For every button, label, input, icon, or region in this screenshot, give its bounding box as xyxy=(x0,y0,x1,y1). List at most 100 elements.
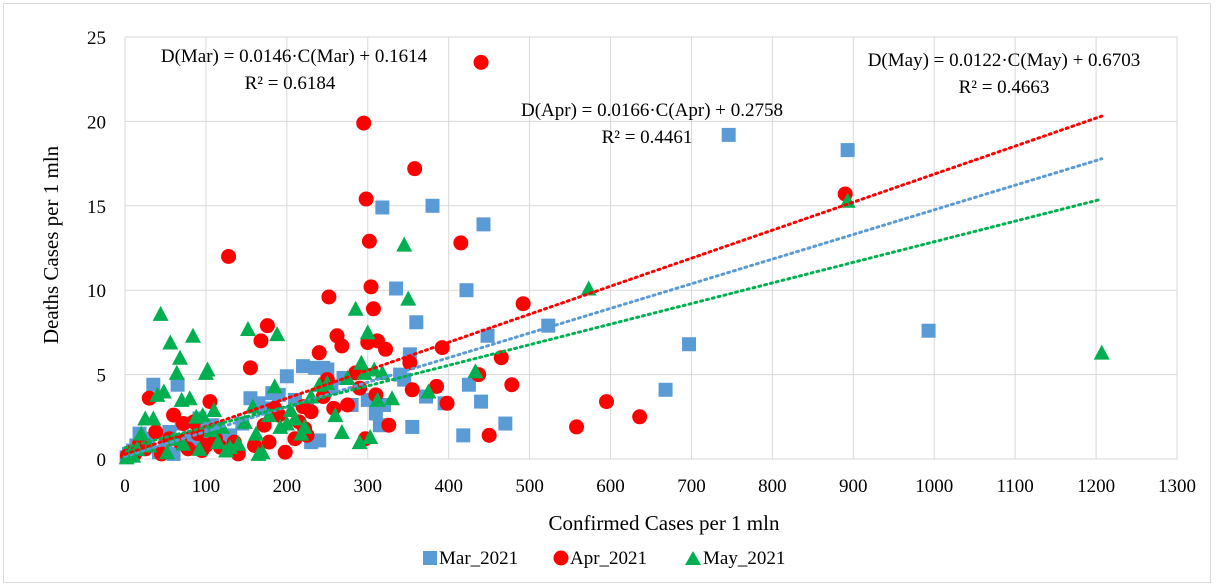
data-point-may xyxy=(396,236,413,252)
data-point-may xyxy=(236,413,253,429)
data-point-mar xyxy=(312,433,327,448)
legend-marker-may xyxy=(685,551,701,565)
data-point-mar xyxy=(840,143,855,158)
data-point-may xyxy=(194,407,211,423)
may-equation: D(May) = 0.0122·C(May) + 0.6703 xyxy=(868,50,1141,71)
data-point-apr xyxy=(259,318,275,334)
data-point-apr xyxy=(481,427,497,443)
data-point-mar xyxy=(658,382,673,397)
data-point-mar xyxy=(459,283,474,298)
data-point-apr xyxy=(473,54,489,70)
data-point-may xyxy=(384,390,401,406)
data-point-apr xyxy=(378,341,394,357)
data-point-mar xyxy=(461,377,476,392)
x-tick-label: 0 xyxy=(120,476,130,497)
data-point-apr xyxy=(334,338,350,354)
data-point-may xyxy=(155,383,172,399)
data-point-may xyxy=(327,407,344,423)
chart-frame xyxy=(3,3,1211,583)
data-point-may xyxy=(254,444,271,460)
x-tick-label: 1200 xyxy=(1077,476,1115,497)
x-tick-label: 800 xyxy=(758,476,787,497)
series-Mar_2021 xyxy=(119,127,936,465)
series-May_2021 xyxy=(118,192,1110,465)
data-point-may xyxy=(199,361,216,377)
trendlines xyxy=(123,114,1104,458)
data-point-may xyxy=(210,434,227,450)
data-point-apr xyxy=(221,248,237,264)
data-point-may xyxy=(261,407,278,423)
data-point-apr xyxy=(504,377,520,393)
may-r-squared: R² = 0.4663 xyxy=(959,77,1050,98)
mar-equation: D(Mar) = 0.0146·C(Mar) + 0.1614 xyxy=(161,46,428,67)
data-point-apr xyxy=(404,382,420,398)
data-point-apr xyxy=(632,409,648,425)
data-point-apr xyxy=(148,424,164,440)
y-tick-label: 10 xyxy=(87,281,106,302)
data-point-may xyxy=(184,327,201,343)
data-point-apr xyxy=(242,360,258,376)
legend: Mar_2021 Apr_2021 May_2021 xyxy=(423,548,785,569)
data-point-mar xyxy=(476,217,491,232)
data-point-mar xyxy=(921,323,936,338)
x-tick-label: 700 xyxy=(677,476,706,497)
data-point-apr xyxy=(356,115,372,131)
data-point-mar xyxy=(389,281,404,296)
data-point-may xyxy=(191,440,208,456)
data-point-may xyxy=(248,425,265,441)
data-point-may xyxy=(230,435,247,451)
data-point-apr xyxy=(515,296,531,312)
data-point-may xyxy=(162,334,179,350)
data-point-mar xyxy=(279,369,294,384)
y-tick-label: 25 xyxy=(87,28,106,49)
data-point-may xyxy=(467,363,484,379)
data-point-apr xyxy=(402,355,418,371)
data-point-may xyxy=(286,410,303,426)
data-point-may xyxy=(1093,344,1110,360)
y-tick-label: 5 xyxy=(97,366,107,387)
y-axis-title: Deaths Cases per 1 mln xyxy=(39,145,63,344)
data-point-mar xyxy=(405,419,420,434)
data-point-mar xyxy=(541,318,556,333)
data-point-apr xyxy=(166,407,182,423)
y-tick-label: 0 xyxy=(97,450,107,471)
data-point-may xyxy=(133,425,150,441)
data-point-apr xyxy=(311,345,327,361)
data-point-apr xyxy=(321,289,337,305)
gridlines xyxy=(124,36,1178,460)
data-point-apr xyxy=(261,434,277,450)
x-tick-label: 1300 xyxy=(1158,476,1196,497)
trendline-Apr_2021 xyxy=(123,114,1104,456)
data-point-apr xyxy=(365,301,381,317)
x-axis-ticks: 0 100 200 300 400 500 600 700 800 900 1000 1100 1200… xyxy=(120,476,1196,497)
data-point-apr xyxy=(434,340,450,356)
trendline-May_2021 xyxy=(123,197,1104,450)
data-point-apr xyxy=(429,378,445,394)
data-point-apr xyxy=(453,235,469,251)
data-point-mar xyxy=(682,337,697,352)
data-point-may xyxy=(351,434,368,450)
data-point-may xyxy=(347,300,364,316)
x-tick-label: 900 xyxy=(839,476,868,497)
data-point-mar xyxy=(474,394,489,409)
data-point-may xyxy=(172,349,189,365)
data-point-may xyxy=(359,324,376,340)
data-point-may xyxy=(168,364,185,380)
mar-r-squared: R² = 0.6184 xyxy=(245,73,336,94)
data-point-may xyxy=(333,423,350,439)
x-tick-label: 200 xyxy=(273,476,302,497)
x-tick-label: 1100 xyxy=(997,476,1034,497)
data-point-may xyxy=(181,390,198,406)
data-point-may xyxy=(240,321,257,337)
data-point-mar xyxy=(721,127,736,142)
data-point-mar xyxy=(397,372,412,387)
legend-label-may: May_2021 xyxy=(703,548,785,569)
legend-label-mar: Mar_2021 xyxy=(439,548,518,569)
x-tick-label: 500 xyxy=(515,476,544,497)
data-point-may xyxy=(152,305,169,321)
data-point-mar xyxy=(375,200,390,215)
legend-label-apr: Apr_2021 xyxy=(570,548,647,569)
data-point-apr xyxy=(361,233,377,249)
x-tick-label: 600 xyxy=(596,476,625,497)
x-tick-label: 300 xyxy=(354,476,383,497)
